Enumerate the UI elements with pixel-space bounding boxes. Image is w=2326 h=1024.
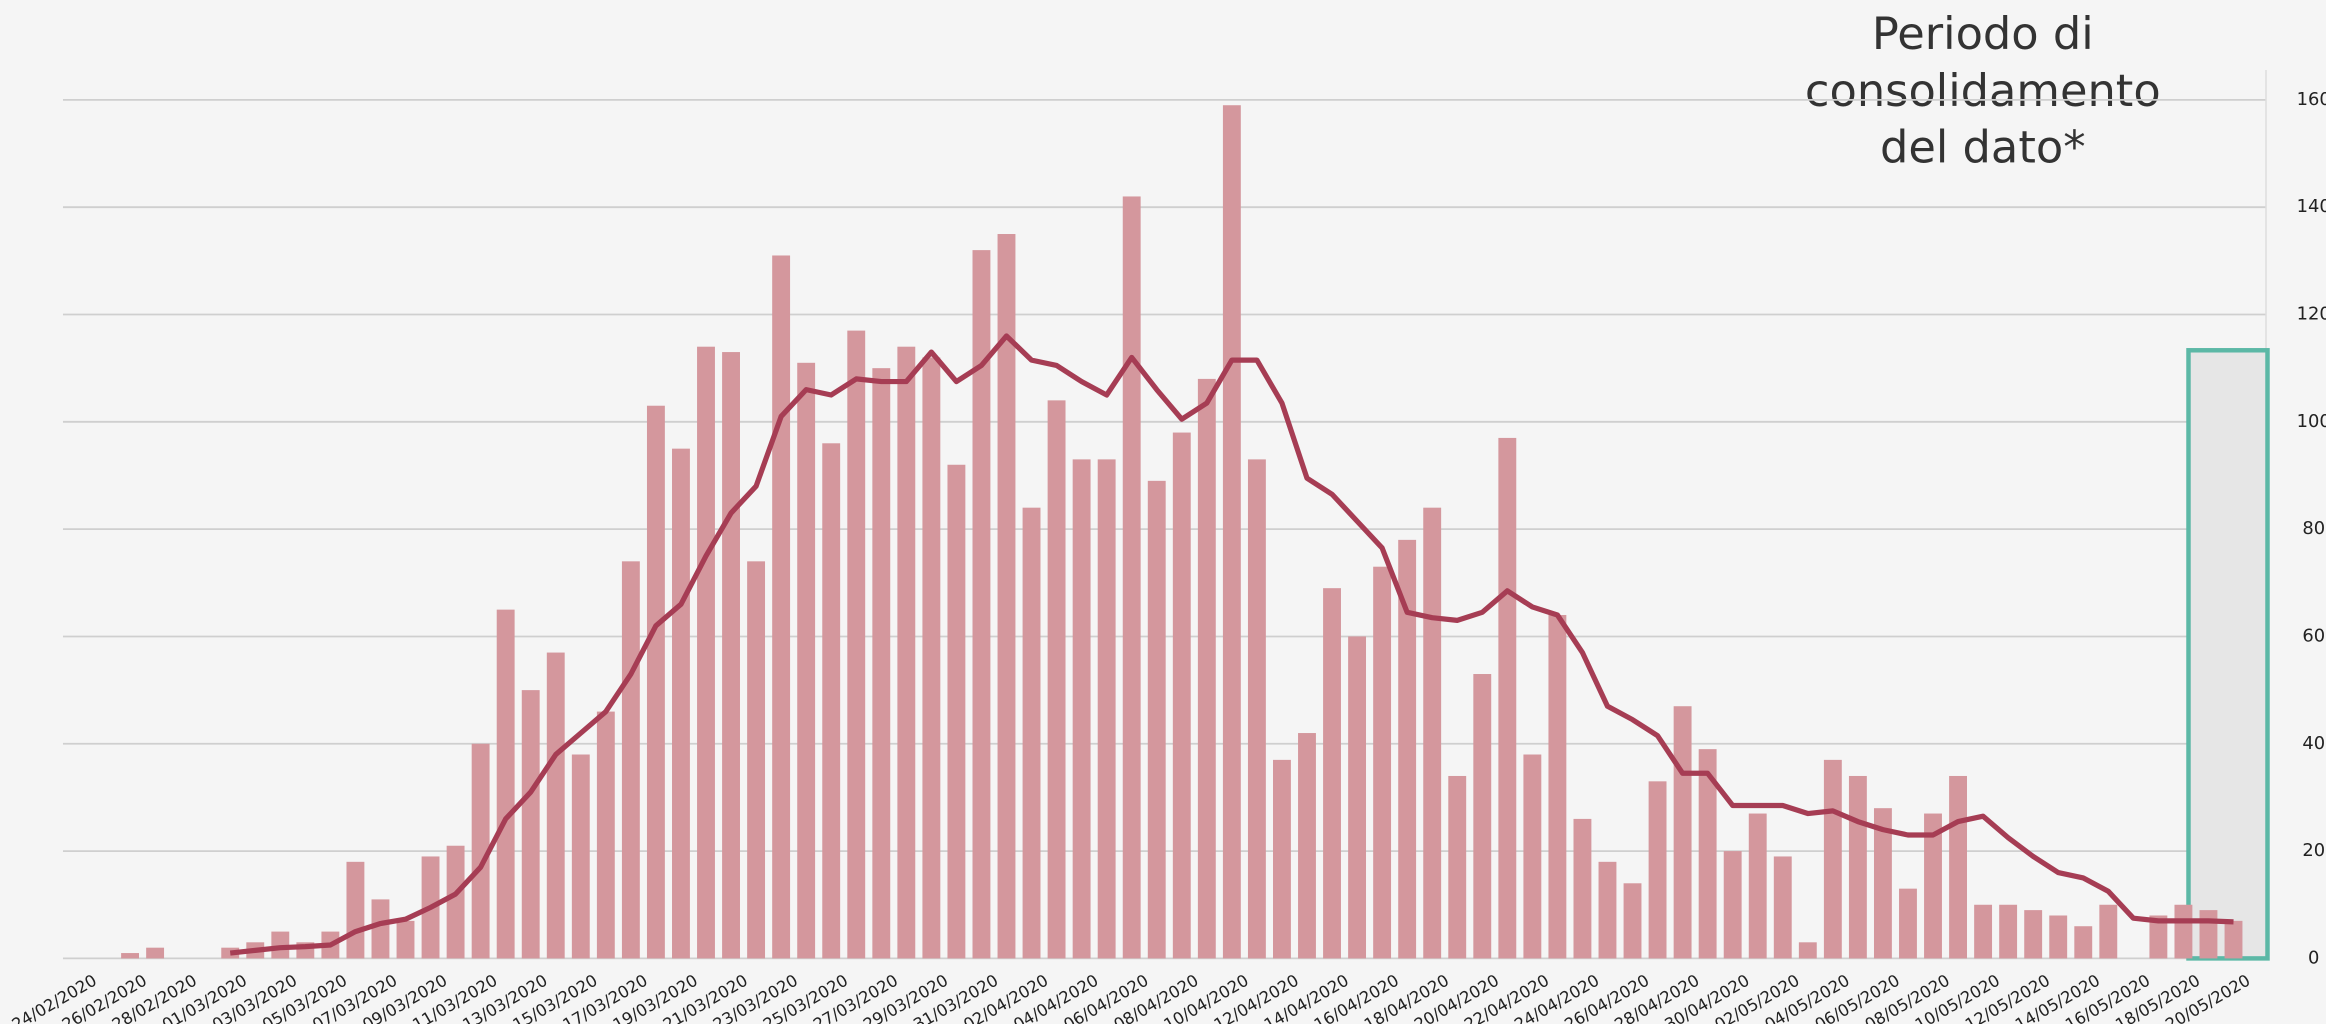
bar — [697, 346, 715, 959]
bar — [947, 464, 966, 959]
bar — [1648, 781, 1667, 959]
bar — [1273, 759, 1291, 959]
bar — [271, 931, 290, 959]
bar — [822, 443, 841, 959]
y-tick-label: 0 — [2308, 947, 2319, 968]
bar — [1047, 400, 1066, 959]
bar — [146, 947, 165, 959]
bar — [847, 330, 866, 959]
bar — [797, 362, 816, 959]
bar — [1698, 749, 1717, 959]
bar — [1548, 614, 1567, 959]
bar — [546, 652, 565, 959]
bar — [1147, 480, 1166, 959]
y-tick-label: 120 — [2297, 304, 2326, 325]
bar — [1298, 733, 1316, 959]
bar — [1247, 459, 1266, 959]
bar — [2224, 920, 2243, 959]
bar — [596, 711, 615, 959]
annotation-line: del dato* — [1880, 120, 2086, 173]
bar — [1398, 539, 1417, 959]
y-tick-label: 60 — [2302, 625, 2325, 646]
annotation-line: consolidamento — [1805, 64, 2161, 117]
bar — [1172, 432, 1191, 959]
bar — [396, 920, 415, 959]
bar — [2174, 904, 2193, 959]
bar — [1573, 818, 1592, 959]
bar — [121, 953, 139, 959]
bar — [1999, 904, 2018, 959]
bar — [1373, 566, 1392, 959]
bar — [1473, 674, 1492, 959]
trend-line — [229, 333, 2234, 956]
bar — [1498, 437, 1517, 959]
bar — [872, 368, 891, 959]
y-tick-label: 40 — [2302, 733, 2325, 754]
bar — [2074, 926, 2093, 959]
bar — [747, 561, 766, 959]
annotation-line: Periodo di — [1872, 7, 2094, 60]
bar — [772, 255, 791, 959]
bar — [1423, 507, 1442, 959]
bar — [1523, 754, 1542, 959]
bar — [521, 690, 540, 959]
bar — [371, 899, 390, 959]
bar — [897, 346, 916, 959]
bar — [1072, 459, 1091, 959]
y-tick-label: 100 — [2297, 411, 2326, 432]
bar — [1623, 883, 1642, 959]
bar — [1723, 851, 1742, 959]
bar — [2049, 915, 2068, 959]
bar — [1197, 378, 1216, 959]
y-tick-label: 160 — [2297, 89, 2326, 110]
bar — [1949, 775, 1967, 959]
bar — [1823, 759, 1842, 959]
bar — [1448, 775, 1467, 959]
bar — [2149, 915, 2168, 959]
bar — [1773, 856, 1792, 959]
bar — [571, 754, 590, 959]
bar — [1873, 808, 1892, 959]
y-tick-label: 20 — [2302, 840, 2325, 861]
bar — [997, 234, 1016, 959]
bar — [1899, 888, 1917, 959]
bar — [1122, 196, 1141, 959]
bar — [346, 861, 365, 959]
bar — [446, 845, 465, 959]
bar — [1097, 459, 1116, 959]
consolidation-box — [2186, 348, 2270, 961]
bar — [1974, 904, 1993, 959]
bar — [1348, 636, 1367, 959]
y-tick-label: 80 — [2302, 518, 2325, 539]
bar — [1222, 105, 1241, 959]
bar — [922, 357, 941, 959]
bar — [471, 743, 490, 959]
bar — [972, 250, 991, 959]
bar — [1924, 813, 1942, 959]
y-tick-label: 140 — [2297, 196, 2326, 217]
bar — [1673, 706, 1692, 959]
bar — [1798, 942, 1817, 959]
bar — [1323, 588, 1341, 959]
bar — [1748, 813, 1767, 959]
bar — [621, 561, 640, 959]
bar — [672, 448, 690, 959]
bar — [496, 609, 515, 959]
bar — [1022, 507, 1041, 959]
bar — [1598, 861, 1617, 959]
bar — [2199, 910, 2218, 959]
bar — [2099, 904, 2118, 959]
bar — [646, 405, 665, 959]
bar — [1848, 775, 1867, 959]
bar — [722, 352, 740, 959]
bar — [2024, 910, 2043, 959]
